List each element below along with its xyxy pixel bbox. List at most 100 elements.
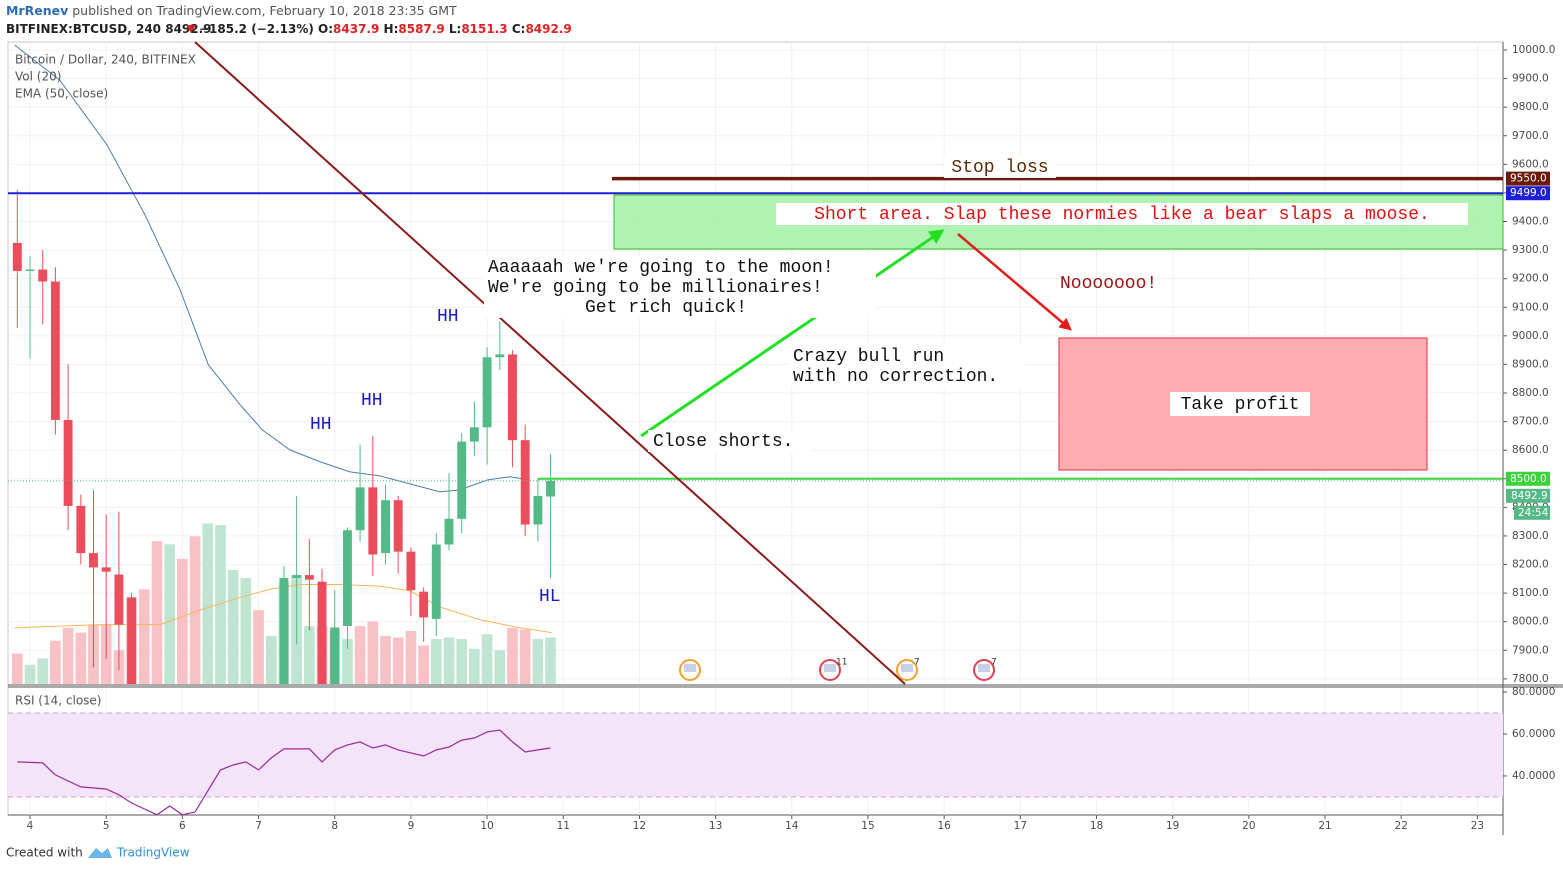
y-tick-label: 8800.0 xyxy=(1512,387,1549,399)
volume-bar xyxy=(545,637,556,684)
candle-body xyxy=(127,597,137,684)
candle-body xyxy=(12,242,22,271)
candle-body xyxy=(279,577,289,684)
ohlc: 8151.3 xyxy=(461,22,507,36)
volume-bar xyxy=(405,631,417,684)
label-bg xyxy=(648,430,812,452)
y-tick-label: 8700.0 xyxy=(1512,416,1549,428)
y-tick-label: 9300.0 xyxy=(1512,244,1549,256)
symbol-line: BITFINEX:BTCUSD, 240 8492.9 xyxy=(6,22,212,36)
bull-run-text: with no correction. xyxy=(793,367,998,387)
y-tick-label: 9900.0 xyxy=(1512,73,1549,85)
volume-bar xyxy=(392,637,404,684)
candle-body xyxy=(419,591,429,618)
candle-body xyxy=(304,575,314,580)
volume-bar xyxy=(189,536,201,684)
volume-title: Vol (20) xyxy=(15,70,61,84)
volume-bar xyxy=(342,639,353,684)
price-label-bg xyxy=(1506,186,1550,201)
volume-bar xyxy=(532,639,544,684)
y-tick-label: 7800.0 xyxy=(1512,673,1549,685)
price-label: 8500.0 xyxy=(1510,473,1547,485)
candle-body xyxy=(50,281,60,420)
last-price-label: 8492.9 xyxy=(1511,490,1548,502)
candle-body xyxy=(343,530,352,626)
y-tick-label: 7900.0 xyxy=(1512,644,1549,656)
x-tick-label: 17 xyxy=(1014,820,1027,832)
volume-bar xyxy=(50,640,61,684)
y-tick-label: 9000.0 xyxy=(1512,330,1549,342)
hh-label: HH xyxy=(310,415,332,435)
moon-text: We're going to be millionaires! xyxy=(488,278,823,298)
x-tick-label: 18 xyxy=(1090,820,1103,832)
y-tick-label: 9700.0 xyxy=(1512,130,1549,142)
y-tick-label: 10000.0 xyxy=(1512,44,1555,56)
x-tick-label: 19 xyxy=(1166,820,1179,832)
x-tick-label: 21 xyxy=(1318,820,1331,832)
take-profit-label: Take profit xyxy=(1181,395,1300,415)
x-tick-label: 15 xyxy=(861,820,874,832)
ohlc: O: xyxy=(318,22,333,36)
volume-bar xyxy=(380,635,391,684)
volume-bar xyxy=(418,645,429,684)
x-tick-label: 14 xyxy=(785,820,799,832)
annotations: Stop loss Short area. Slap these normies… xyxy=(194,41,1504,685)
footer-brand: TradingView xyxy=(116,846,190,860)
volume-bar xyxy=(481,634,493,684)
hl-label: HL xyxy=(539,587,561,607)
x-tick-label: 5 xyxy=(103,820,110,832)
candle-body xyxy=(89,553,98,568)
volume-bar xyxy=(151,541,163,684)
volume-bar xyxy=(367,621,379,684)
volume-bar xyxy=(519,629,531,684)
y-tick-label: 80.0000 xyxy=(1512,686,1555,698)
candle-body xyxy=(38,269,48,282)
price-label-bg xyxy=(1506,171,1550,186)
volume-bar xyxy=(227,570,239,684)
volume-bar xyxy=(37,658,49,684)
candle-body xyxy=(25,269,35,271)
volume-bar xyxy=(164,544,175,684)
label-bg xyxy=(484,256,876,318)
last-price-bg xyxy=(1506,488,1550,503)
frame xyxy=(7,41,1563,835)
header: MrRenev published on TradingView.com, Fe… xyxy=(6,3,457,18)
volume-bar xyxy=(138,589,150,684)
bull-run-text: Crazy bull run xyxy=(793,347,944,367)
x-tick-label: 13 xyxy=(709,820,722,832)
trend-line xyxy=(194,41,906,685)
close-shorts-label: Close shorts. xyxy=(653,432,793,452)
y-tick-label: 9800.0 xyxy=(1512,101,1549,113)
candle-body xyxy=(533,495,543,525)
candle-body xyxy=(381,500,390,554)
volume-bar xyxy=(177,558,188,684)
ohlc: H: xyxy=(384,22,399,36)
ohlc-line: −185.2 (−2.13%) O:8437.9 H:8587.9 L:8151… xyxy=(199,22,572,36)
candle-body xyxy=(63,419,73,506)
y-tick-label: 8200.0 xyxy=(1512,559,1549,571)
y-tick-label: 8100.0 xyxy=(1512,587,1549,599)
logo xyxy=(88,848,112,858)
volume-bar xyxy=(430,639,442,684)
x-tick-label: 20 xyxy=(1242,820,1255,832)
x-tick-label: 10 xyxy=(480,820,493,832)
volume-bar xyxy=(494,650,506,684)
y-tick-label: 8600.0 xyxy=(1512,444,1549,456)
x-tick-label: 12 xyxy=(633,820,646,832)
ema-title: EMA (50, close) xyxy=(15,87,108,101)
volume-bar xyxy=(215,525,226,684)
candle-body xyxy=(355,487,365,531)
candle-body xyxy=(520,440,530,525)
candle-body xyxy=(330,627,340,684)
stop-loss-label: Stop loss xyxy=(951,158,1048,178)
y-tick-label: 8900.0 xyxy=(1512,358,1549,370)
published: published on TradingView.com, February 1… xyxy=(72,3,457,18)
price-label: 9550.0 xyxy=(1510,173,1547,185)
volume-bar xyxy=(240,578,252,684)
volume-bar xyxy=(265,635,277,684)
x-tick-label: 23 xyxy=(1471,820,1484,832)
y-tick-label: 9200.0 xyxy=(1512,273,1549,285)
down-triangle xyxy=(186,25,196,33)
candle-body xyxy=(368,487,378,555)
volume-bar xyxy=(304,626,315,684)
